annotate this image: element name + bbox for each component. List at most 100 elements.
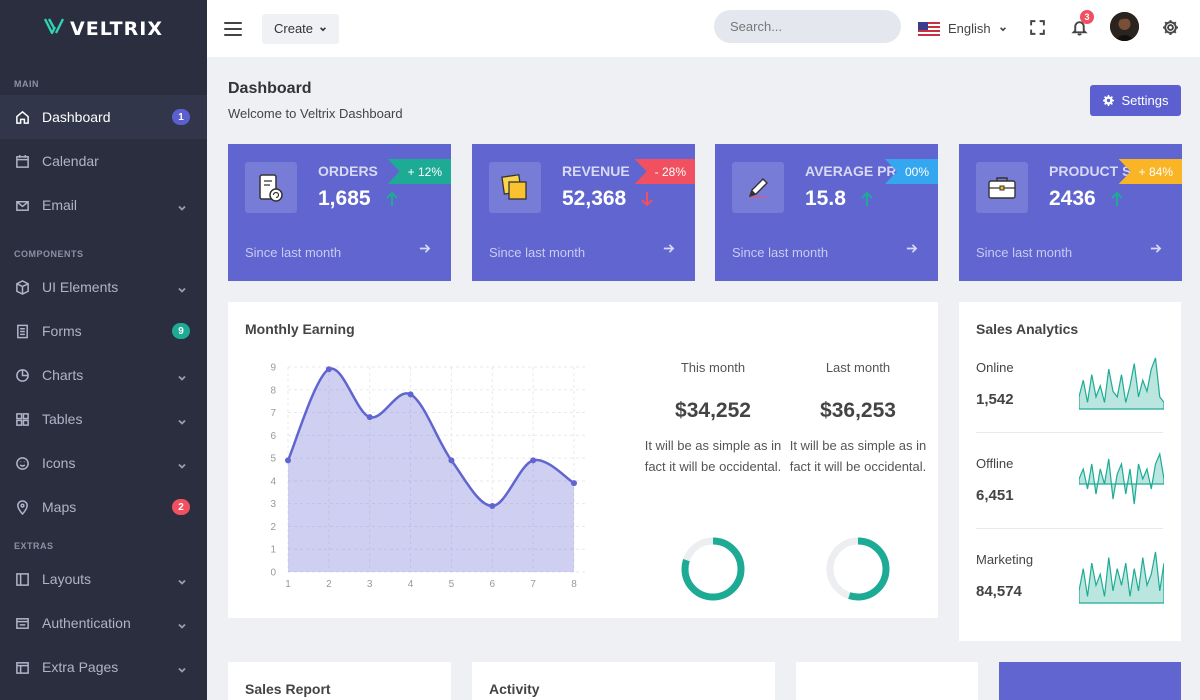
y-tick-label: 3 — [270, 499, 276, 510]
sidebar-item-label: Calendar — [42, 153, 99, 169]
stat-card-revenue[interactable]: REVENUE 52,368 - 28% Since last month — [472, 144, 695, 281]
stat-title: ORDERS — [318, 163, 378, 179]
sidebar-item-dashboard[interactable]: Dashboard 1 — [0, 95, 207, 139]
blank-card — [796, 662, 978, 700]
x-tick-label: 7 — [530, 579, 536, 590]
page-title: Dashboard — [228, 80, 312, 97]
sidebar-item-label: Maps — [42, 499, 77, 515]
sidebar-item-icons[interactable]: Icons — [0, 441, 207, 485]
pages-icon — [14, 659, 30, 675]
data-point — [325, 366, 332, 373]
sidebar-item-forms[interactable]: Forms 9 — [0, 309, 207, 353]
sidebar-item-label: Forms — [42, 323, 82, 339]
activity-card: Activity — [472, 662, 775, 700]
bell-icon[interactable]: 3 — [1069, 10, 1094, 37]
data-point — [530, 457, 537, 464]
y-tick-label: 8 — [270, 385, 276, 396]
data-point — [366, 414, 373, 421]
sidebar-badge: 9 — [172, 323, 190, 339]
arrow-down-icon — [641, 192, 653, 207]
y-tick-label: 6 — [270, 431, 276, 442]
sidebar-badge: 1 — [172, 109, 190, 125]
sidebar-item-label: Dashboard — [42, 109, 111, 125]
menu-section-main: MAIN — [14, 79, 39, 89]
sidebar-item-extra-pages[interactable]: Extra Pages — [0, 645, 207, 689]
menu-toggle-icon[interactable] — [224, 21, 242, 36]
sidebar-item-calendar[interactable]: Calendar — [0, 139, 207, 183]
sidebar-item-authentication[interactable]: Authentication — [0, 601, 207, 645]
stat-since: Since last month — [245, 245, 342, 260]
x-tick-label: 8 — [571, 579, 577, 590]
pin-icon — [14, 499, 30, 515]
menu-section-components: COMPONENTS — [14, 249, 84, 259]
calendar-icon — [14, 153, 30, 169]
stat-value: 52,368 — [562, 187, 654, 211]
grid-icon — [14, 411, 30, 427]
gear-icon[interactable] — [1160, 17, 1180, 37]
sales-channel-value: 84,574 — [976, 583, 1022, 600]
sidebar-item-ui-elements[interactable]: UI Elements — [0, 265, 207, 309]
create-button[interactable]: Create — [262, 13, 340, 44]
language-selector[interactable]: English — [918, 0, 1007, 57]
x-tick-label: 6 — [490, 579, 496, 590]
stat-card-orders[interactable]: ORDERS 1,685 + 12% Since last month — [228, 144, 451, 281]
sidebar-item-tables[interactable]: Tables — [0, 397, 207, 441]
sidebar-item-email[interactable]: Email — [0, 183, 207, 227]
arrow-up-icon — [861, 191, 873, 206]
this-month-stats: This month $34,252 It will be as simple … — [643, 360, 783, 477]
home-icon — [14, 109, 30, 125]
sparkline-area — [1079, 451, 1164, 505]
us-flag-icon — [918, 21, 940, 36]
avatar[interactable] — [1110, 12, 1139, 41]
mail-icon — [14, 197, 30, 213]
purple-card — [999, 662, 1181, 700]
data-point — [407, 391, 414, 398]
stat-card-product-sold[interactable]: PRODUCT SOLD 2436 + 84% Since last month — [959, 144, 1182, 281]
revenue-icon — [489, 162, 541, 213]
search-input[interactable] — [730, 19, 906, 34]
arrow-right-icon[interactable] — [418, 242, 431, 260]
last-month-description: It will be as simple as in fact it will … — [789, 438, 927, 474]
chevron-down-icon — [177, 618, 187, 629]
y-tick-label: 5 — [270, 454, 276, 465]
stat-value-text: 15.8 — [805, 187, 846, 210]
last-month-progress-ring — [826, 537, 890, 601]
chevron-down-icon — [177, 200, 187, 211]
chevron-down-icon — [177, 414, 187, 425]
smile-icon — [14, 455, 30, 471]
brand[interactable]: VELTRIX — [0, 0, 207, 57]
arrow-right-icon[interactable] — [662, 242, 675, 260]
fullscreen-icon[interactable] — [1027, 17, 1047, 37]
sidebar-item-layouts[interactable]: Layouts — [0, 557, 207, 601]
layout-icon — [14, 571, 30, 587]
stat-value: 2436 — [1049, 187, 1124, 211]
stat-since: Since last month — [489, 245, 586, 260]
series-area — [288, 368, 574, 572]
data-point — [448, 457, 455, 464]
this-month-label: This month — [680, 360, 746, 375]
last-month-amount: $36,253 — [820, 399, 896, 422]
form-icon — [14, 323, 30, 339]
notification-count: 3 — [1080, 10, 1094, 24]
stat-value-text: 52,368 — [562, 187, 627, 210]
pie-icon — [14, 367, 30, 383]
stat-card-average-price[interactable]: AVERAGE PRICE 15.8 00% Since last month — [715, 144, 938, 281]
chevron-down-icon — [999, 26, 1006, 31]
sidebar-item-charts[interactable]: Charts — [0, 353, 207, 397]
x-tick-label: 1 — [285, 579, 291, 590]
settings-button[interactable]: Settings — [1090, 85, 1181, 116]
arrow-right-icon[interactable] — [905, 242, 918, 260]
last-month-stats: Last month $36,253 It will be as simple … — [788, 360, 928, 477]
stat-value: 1,685 — [318, 187, 399, 211]
y-tick-label: 2 — [270, 522, 276, 533]
topbar: Create English 3 — [207, 0, 1200, 57]
sidebar-item-maps[interactable]: Maps 2 — [0, 485, 207, 529]
language-label: English — [948, 21, 991, 36]
chevron-down-icon — [177, 370, 187, 381]
briefcase-icon — [976, 162, 1028, 213]
sales-channel-label: Offline — [976, 456, 1014, 471]
arrow-right-icon[interactable] — [1149, 242, 1162, 260]
y-tick-label: 9 — [270, 363, 276, 374]
last-month-label: Last month — [825, 360, 891, 375]
